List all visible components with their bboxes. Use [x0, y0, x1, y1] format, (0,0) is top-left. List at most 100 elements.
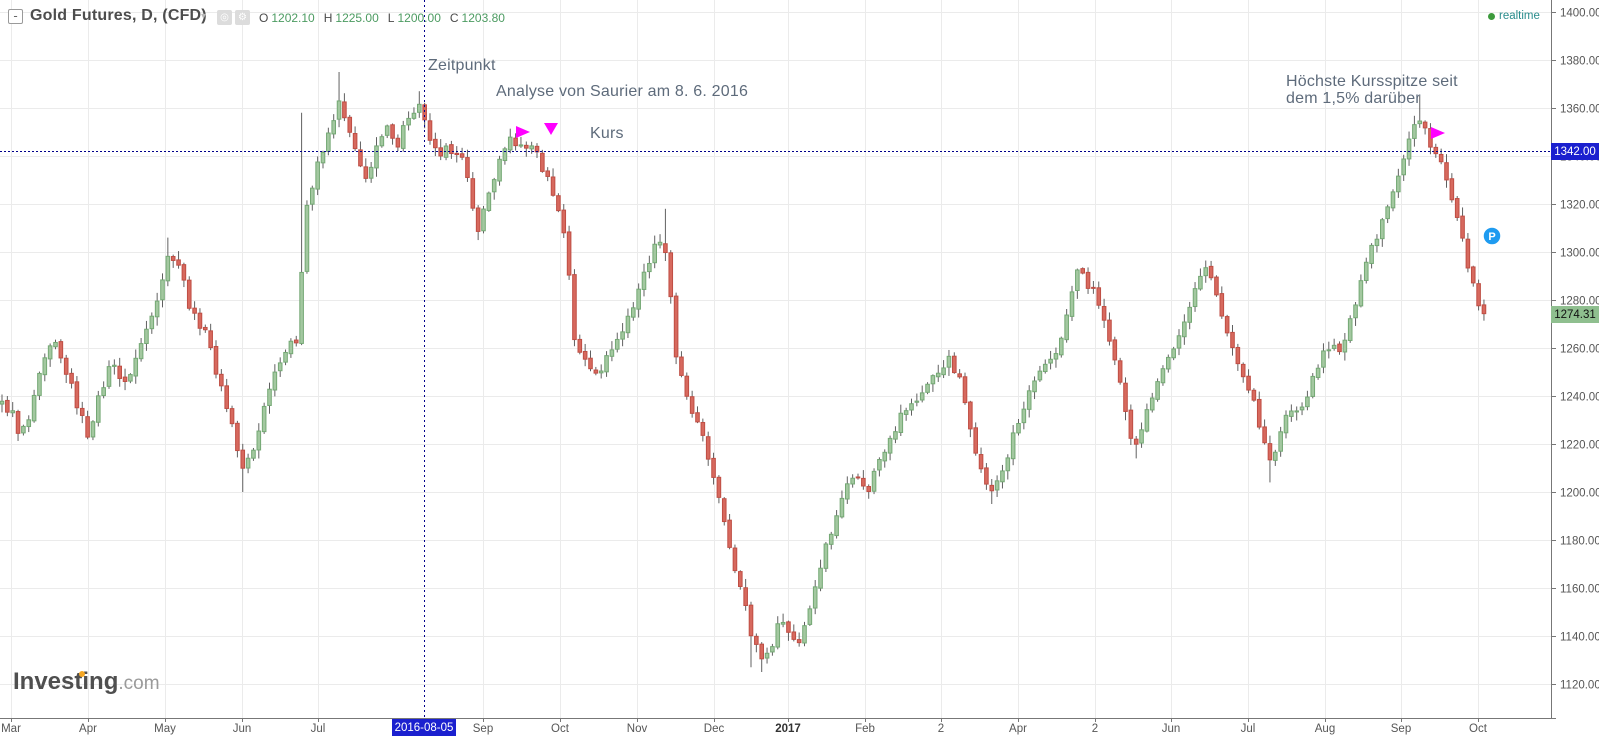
candle-body: [0, 400, 5, 405]
candle-body: [1380, 219, 1385, 240]
candle-body: [245, 457, 251, 469]
last-price-badge: 1274.31: [1551, 306, 1599, 323]
candle-body: [791, 631, 797, 640]
candle-body: [427, 120, 433, 141]
candle-body: [957, 373, 962, 378]
x-axis-label: Nov: [627, 723, 648, 735]
candle-body: [1331, 344, 1337, 349]
grid: [0, 0, 1551, 718]
x-axis-label: Sep: [1391, 723, 1411, 735]
candle-body: [502, 148, 508, 162]
candle-body: [641, 271, 647, 290]
candle-body: [160, 279, 165, 301]
logo-brand-text: Investing: [13, 668, 119, 695]
candle-body: [1000, 470, 1005, 483]
candle-body: [1048, 358, 1053, 364]
candle-body: [1182, 321, 1187, 338]
candle-body: [1267, 443, 1273, 461]
annotation-zeitpunkt[interactable]: Zeitpunkt: [428, 57, 496, 74]
candle-body: [1326, 349, 1332, 352]
candle-body: [984, 467, 989, 485]
x-axis-label: May: [154, 723, 176, 735]
avatar-marker[interactable]: [1482, 226, 1502, 246]
candle-body: [1171, 348, 1176, 359]
y-axis-label: 1160.00: [1560, 584, 1599, 596]
candle-body: [1166, 356, 1171, 370]
candle-body: [1240, 363, 1246, 378]
candle-body: [930, 375, 936, 385]
y-axis-label: 1300.00: [1560, 248, 1599, 260]
candle-body: [422, 104, 427, 121]
candle-body: [1080, 268, 1086, 274]
candles: [0, 72, 1487, 672]
candle-body: [1133, 438, 1139, 445]
candle-body: [1289, 410, 1294, 417]
candle-body: [342, 101, 347, 119]
candle-body: [673, 295, 679, 358]
candle-body: [170, 256, 176, 261]
open-label: O: [259, 11, 269, 25]
candle-body: [1192, 288, 1198, 308]
candle-body: [941, 367, 946, 376]
candle-body: [770, 646, 775, 653]
candle-body: [1160, 368, 1166, 384]
x-axis-label: Aug: [1315, 723, 1335, 735]
candle-body: [973, 427, 979, 454]
candle-body: [657, 241, 663, 246]
x-axis-label: 2: [1092, 723, 1098, 735]
candle-body: [299, 271, 304, 344]
candle-body: [197, 312, 203, 329]
collapse-button[interactable]: -: [8, 9, 23, 24]
annotation-hoechste[interactable]: Höchste Kursspitze seit dem 1,5% darüber: [1286, 73, 1458, 107]
candle-body: [1438, 153, 1444, 163]
date-badge[interactable]: 2016-08-05: [392, 719, 456, 736]
chevron-down-icon[interactable]: ▾: [201, 11, 207, 22]
triangle-right-marker[interactable]: [1431, 127, 1445, 139]
candle-body: [1401, 158, 1407, 176]
candle-body: [1454, 198, 1460, 218]
candle-body: [855, 476, 861, 479]
candle-body: [15, 411, 21, 434]
candle-body: [42, 357, 48, 376]
candle-body: [914, 400, 920, 403]
candle-body: [288, 340, 294, 355]
candle-body: [1064, 314, 1069, 341]
triangle-right-marker[interactable]: [516, 126, 530, 138]
candle-body: [1310, 375, 1316, 397]
triangle-down-marker[interactable]: [544, 123, 558, 135]
candle-body: [267, 388, 272, 406]
gear-icon[interactable]: ⚙: [235, 10, 250, 25]
candle-body: [1294, 410, 1300, 413]
candle-body: [417, 103, 422, 113]
investing-logo[interactable]: Investing.com: [13, 668, 160, 696]
candle-body: [358, 149, 363, 167]
candle-body: [695, 412, 700, 423]
candle-body: [181, 264, 187, 281]
candle-body: [1470, 266, 1476, 284]
candle-body: [1176, 335, 1182, 349]
candle-body: [96, 395, 101, 423]
annotation-analyse[interactable]: Analyse von Saurier am 8. 6. 2016: [496, 83, 749, 100]
candle-body: [1219, 293, 1225, 317]
annotation-kurs[interactable]: Kurs: [590, 125, 624, 142]
price-line-badge[interactable]: 1342.00: [1551, 143, 1599, 160]
candle-body: [277, 362, 283, 372]
candle-body: [609, 349, 615, 357]
candle-body: [893, 431, 898, 440]
symbol-title[interactable]: Gold Futures, D, (CFD): [30, 7, 207, 24]
candle-body: [572, 274, 577, 341]
candle-body: [754, 635, 759, 645]
candle-body: [165, 255, 171, 282]
axes[interactable]: 1120.00 1140.00 1160.00 1180.00 1200.00 1220.…: [0, 0, 1599, 735]
candle-body: [593, 369, 599, 374]
candle-body: [1198, 275, 1203, 290]
candle-body: [454, 152, 460, 156]
candle-body: [786, 621, 791, 633]
candle-body: [903, 410, 909, 415]
candle-body: [1369, 244, 1374, 264]
candle-body: [1059, 337, 1064, 356]
circle-dot-icon[interactable]: ◎: [217, 10, 232, 25]
candle-body: [411, 112, 417, 119]
candle-body: [775, 623, 781, 648]
